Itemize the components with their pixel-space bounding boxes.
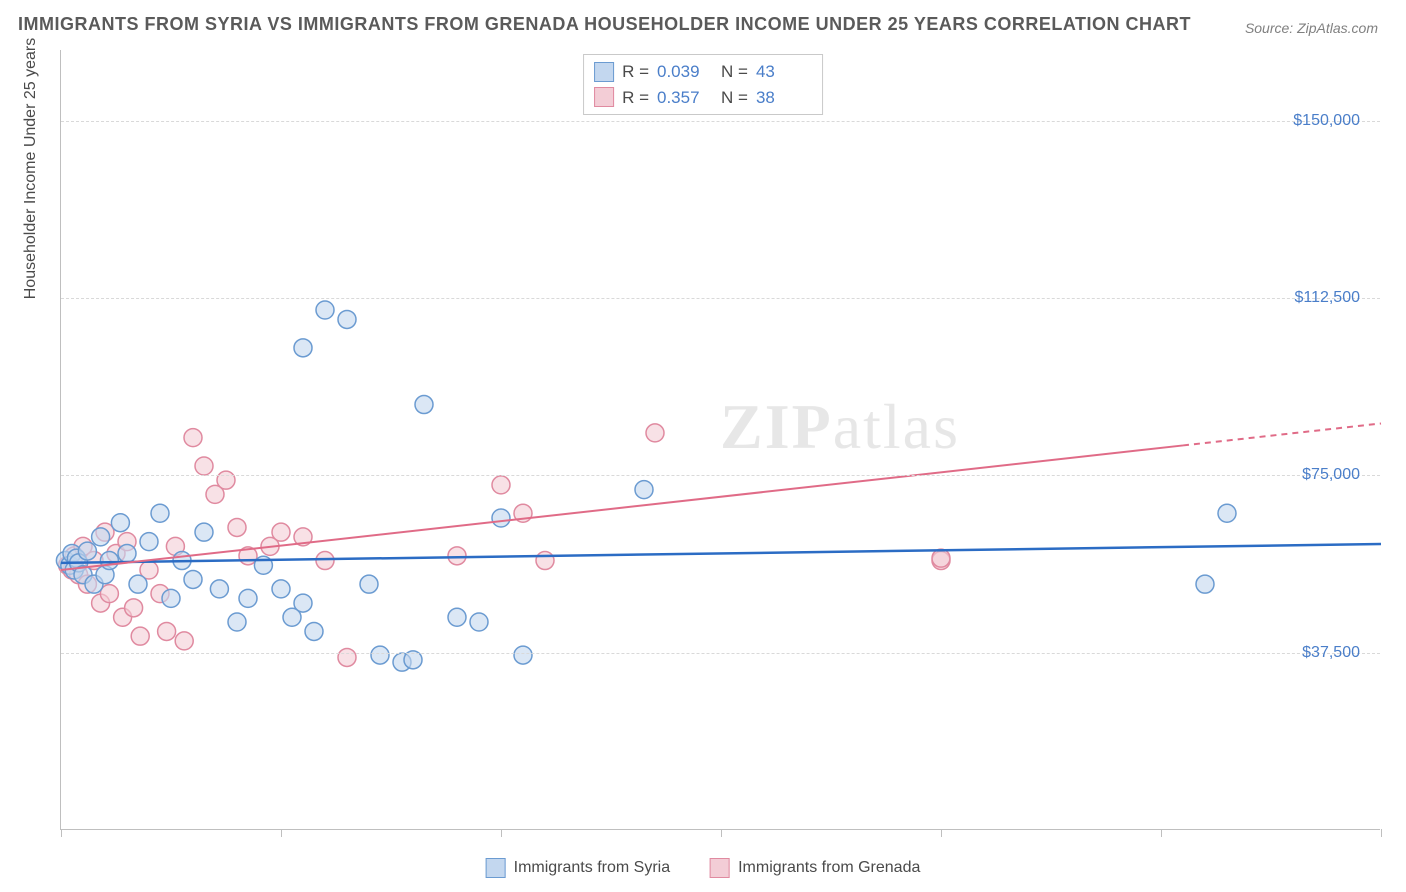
data-point: [1196, 575, 1214, 593]
gridline: [61, 298, 1380, 299]
legend-swatch: [710, 858, 730, 878]
plot-area: $37,500 $75,000 $112,500 $150,000: [60, 50, 1380, 830]
stat-r-label: R =: [622, 85, 649, 111]
data-point: [272, 523, 290, 541]
data-point: [175, 632, 193, 650]
stat-r-label: R =: [622, 59, 649, 85]
x-tick: [501, 829, 502, 837]
legend-swatch: [594, 62, 614, 82]
x-tick: [281, 829, 282, 837]
legend-label: Immigrants from Syria: [514, 859, 670, 877]
data-point: [151, 504, 169, 522]
data-point: [217, 471, 235, 489]
data-point: [78, 542, 96, 560]
data-point: [140, 533, 158, 551]
source-credit: Source: ZipAtlas.com: [1245, 20, 1378, 36]
stat-n-label: N =: [721, 85, 748, 111]
data-point: [184, 429, 202, 447]
data-point: [118, 544, 136, 562]
legend-item: Immigrants from Syria: [486, 858, 670, 878]
data-point: [492, 476, 510, 494]
data-point: [239, 589, 257, 607]
chart-title: IMMIGRANTS FROM SYRIA VS IMMIGRANTS FROM…: [18, 14, 1191, 35]
gridline: [61, 653, 1380, 654]
stat-r-value: 0.039: [657, 59, 713, 85]
stat-n-value: 38: [756, 85, 812, 111]
data-point: [360, 575, 378, 593]
y-tick-label: $37,500: [1302, 644, 1360, 662]
stats-legend: R = 0.039 N = 43 R = 0.357 N = 38: [583, 54, 823, 115]
data-point: [338, 310, 356, 328]
y-tick-label: $75,000: [1302, 466, 1360, 484]
data-point: [111, 514, 129, 532]
stat-n-label: N =: [721, 59, 748, 85]
legend-label: Immigrants from Grenada: [738, 859, 920, 877]
data-point: [316, 552, 334, 570]
data-point: [195, 523, 213, 541]
data-point: [1218, 504, 1236, 522]
legend-swatch: [594, 87, 614, 107]
data-point: [158, 622, 176, 640]
data-point: [646, 424, 664, 442]
stat-n-value: 43: [756, 59, 812, 85]
data-point: [210, 580, 228, 598]
trend-line: [61, 544, 1381, 563]
data-point: [272, 580, 290, 598]
data-point: [371, 646, 389, 664]
data-point: [514, 646, 532, 664]
x-tick: [1161, 829, 1162, 837]
data-point: [294, 339, 312, 357]
gridline: [61, 121, 1380, 122]
data-point: [448, 547, 466, 565]
chart-svg: [61, 50, 1380, 829]
trend-line: [61, 445, 1183, 570]
data-point: [338, 648, 356, 666]
data-point: [131, 627, 149, 645]
data-point: [415, 396, 433, 414]
stat-r-value: 0.357: [657, 85, 713, 111]
data-point: [228, 613, 246, 631]
y-tick-label: $150,000: [1293, 112, 1360, 130]
x-tick: [61, 829, 62, 837]
stats-row: R = 0.039 N = 43: [594, 59, 812, 85]
stats-row: R = 0.357 N = 38: [594, 85, 812, 111]
trend-line-dashed: [1183, 423, 1381, 445]
data-point: [635, 481, 653, 499]
data-point: [195, 457, 213, 475]
data-point: [162, 589, 180, 607]
data-point: [125, 599, 143, 617]
data-point: [294, 594, 312, 612]
data-point: [470, 613, 488, 631]
data-point: [100, 552, 118, 570]
data-point: [129, 575, 147, 593]
data-point: [305, 622, 323, 640]
data-point: [448, 608, 466, 626]
x-tick: [721, 829, 722, 837]
bottom-legend: Immigrants from Syria Immigrants from Gre…: [486, 858, 921, 878]
data-point: [316, 301, 334, 319]
x-tick: [1381, 829, 1382, 837]
data-point: [932, 549, 950, 567]
data-point: [492, 509, 510, 527]
y-tick-label: $112,500: [1294, 289, 1360, 307]
data-point: [228, 518, 246, 536]
data-point: [92, 528, 110, 546]
data-point: [536, 552, 554, 570]
legend-item: Immigrants from Grenada: [710, 858, 920, 878]
legend-swatch: [486, 858, 506, 878]
y-axis-label: Householder Income Under 25 years: [22, 38, 40, 299]
data-point: [184, 570, 202, 588]
gridline: [61, 475, 1380, 476]
x-tick: [941, 829, 942, 837]
